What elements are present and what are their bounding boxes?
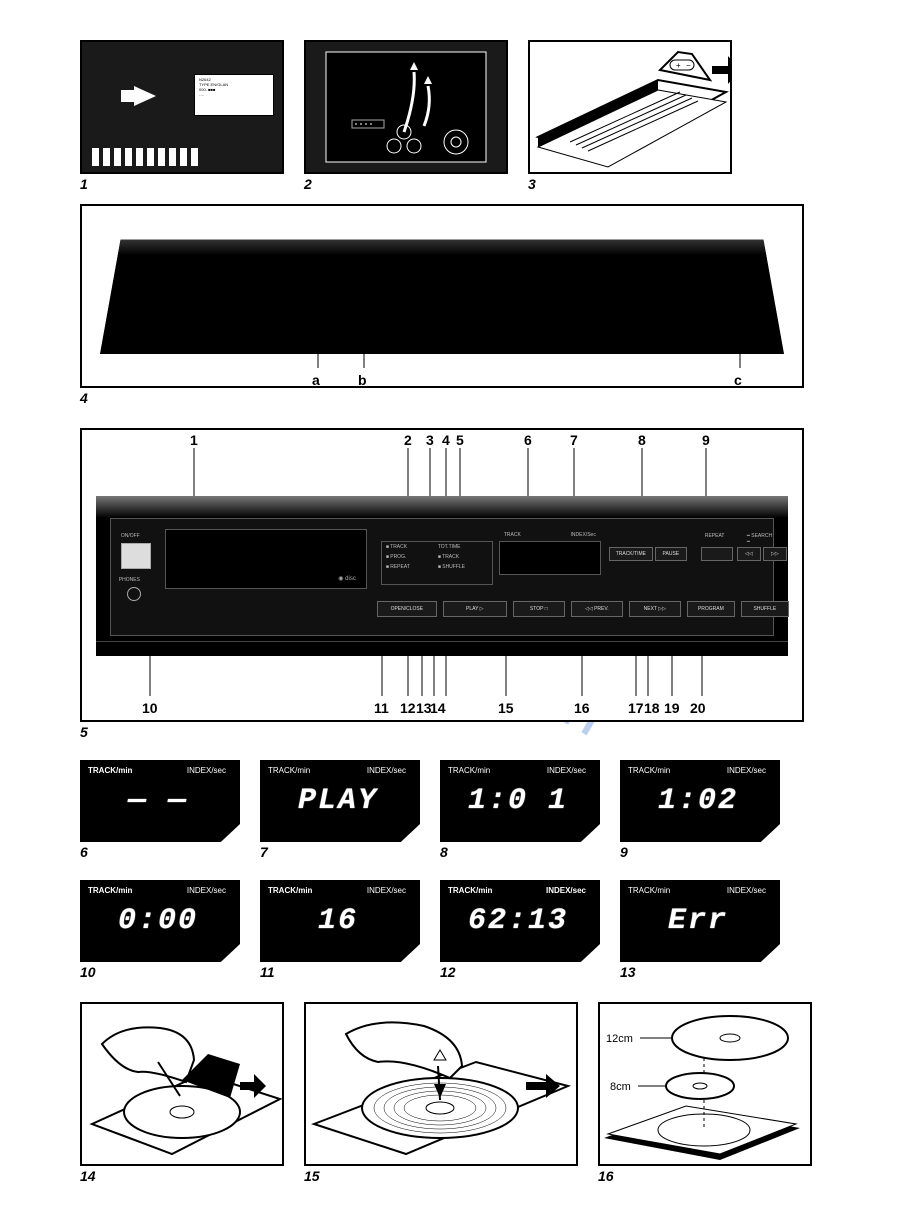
figure-number: 10 xyxy=(80,964,96,980)
figure-number: 16 xyxy=(598,1168,614,1184)
figure-12-display: TRACK/min INDEX/sec 62:13 xyxy=(440,880,600,962)
figure-8-display: TRACK/min INDEX/sec 1:0 1 xyxy=(440,760,600,842)
search-back-button[interactable]: ◁◁ xyxy=(737,547,761,561)
stop-button[interactable]: STOP □ xyxy=(513,601,565,617)
figure-5-front-view: 1 2 3 4 5 6 7 8 9 xyxy=(80,428,804,722)
callout-7: 7 xyxy=(570,432,578,448)
next-button[interactable]: NEXT ▷▷ xyxy=(629,601,681,617)
shuffle-button[interactable]: SHUFFLE xyxy=(741,601,789,617)
figure-10-display: TRACK/min INDEX/sec 0:00 xyxy=(80,880,240,962)
callout-20: 20 xyxy=(690,700,706,716)
row-2: RC5IN/OUT OUTL R xyxy=(80,204,838,388)
figure-7-display: TRACK/min INDEX/sec PLAY xyxy=(260,760,420,842)
row-displays-1: TRACK/min INDEX/sec — — 6 TRACK/min INDE… xyxy=(80,760,838,842)
label-12cm: 12cm xyxy=(606,1033,633,1045)
callout-5: 5 xyxy=(456,432,464,448)
cd-drawer: ◉ disc xyxy=(165,529,367,589)
callout-12: 12 xyxy=(400,700,416,716)
callout-17: 17 xyxy=(628,700,644,716)
pause-button[interactable]: PAUSE xyxy=(655,547,687,561)
on-off-label: ON/OFF xyxy=(121,533,140,539)
figure-number: 5 xyxy=(80,724,88,740)
figure-number: 15 xyxy=(304,1168,320,1184)
callout-15: 15 xyxy=(498,700,514,716)
callout-16: 16 xyxy=(574,700,590,716)
figure-6-display: TRACK/min INDEX/sec — — xyxy=(80,760,240,842)
callout-19: 19 xyxy=(664,700,680,716)
search-fwd-button[interactable]: ▷▷ xyxy=(763,547,787,561)
phones-jack[interactable] xyxy=(127,587,141,601)
figure-number: 8 xyxy=(440,844,448,860)
figure-number: 13 xyxy=(620,964,636,980)
svg-text:−: − xyxy=(686,61,691,70)
display-value: PLAY xyxy=(266,784,410,818)
callout-14: 14 xyxy=(430,700,446,716)
figure-16: 12cm 8cm xyxy=(598,1002,812,1166)
arrow-icon xyxy=(134,86,156,106)
figure-number: 2 xyxy=(304,176,312,192)
display-value: 0:00 xyxy=(86,904,230,938)
front-display: TRACK INDEX/Sec xyxy=(499,541,601,575)
row-displays-2: TRACK/min INDEX/sec 0:00 10 TRACK/min IN… xyxy=(80,880,838,962)
display-value: — — xyxy=(86,784,230,818)
open-close-button[interactable]: OPEN/CLOSE xyxy=(377,601,437,617)
figure-4-rear-view: RC5IN/OUT OUTL R xyxy=(80,204,804,388)
figure-2 xyxy=(304,40,508,174)
callout-8: 8 xyxy=(638,432,646,448)
figure-number: 1 xyxy=(80,176,88,192)
callout-10: 10 xyxy=(142,700,158,716)
callout-4: 4 xyxy=(442,432,450,448)
callout-18: 18 xyxy=(644,700,660,716)
figure-14 xyxy=(80,1002,284,1166)
figure-3: +− xyxy=(528,40,732,174)
manual-page: manualslive.com N2642TYPE EN/GLAN000- ■■… xyxy=(0,0,918,1222)
play-button[interactable]: PLAY ▷ xyxy=(443,601,507,617)
figure-number: 12 xyxy=(440,964,456,980)
svg-text:+: + xyxy=(676,61,681,70)
callout-9: 9 xyxy=(702,432,710,448)
prev-button[interactable]: ◁◁ PREV. xyxy=(571,601,623,617)
label-8cm: 8cm xyxy=(610,1081,631,1093)
figure-number: 7 xyxy=(260,844,268,860)
vent-slots xyxy=(92,148,198,166)
callout-2: 2 xyxy=(404,432,412,448)
callout-11: 11 xyxy=(374,700,389,716)
figure-15 xyxy=(304,1002,578,1166)
row-6: 14 15 xyxy=(80,1002,838,1166)
figure-number: 6 xyxy=(80,844,88,860)
repeat-button[interactable] xyxy=(701,547,733,561)
figure-9-display: TRACK/min INDEX/sec 1:02 xyxy=(620,760,780,842)
display-value: 1:0 1 xyxy=(446,784,590,818)
figure-number: 14 xyxy=(80,1168,96,1184)
letter-a: a xyxy=(312,372,320,388)
indicator-block: ■ TRACK TOT.TIME ■ PROG. ■ TRACK ■ REPEA… xyxy=(381,541,493,585)
figure-13-display: TRACK/min INDEX/sec Err xyxy=(620,880,780,962)
letter-c: c xyxy=(734,372,742,388)
row-1: N2642TYPE EN/GLAN000- ■■■···· 1 xyxy=(80,40,838,174)
display-value: 1:02 xyxy=(626,784,770,818)
letter-b: b xyxy=(358,372,367,388)
figure-number: 11 xyxy=(260,964,275,980)
display-value: 16 xyxy=(266,904,410,938)
figure-11-display: TRACK/min INDEX/sec 16 xyxy=(260,880,420,962)
callout-6: 6 xyxy=(524,432,532,448)
power-button[interactable] xyxy=(121,543,151,569)
callout-1: 1 xyxy=(190,432,198,448)
phones-label: PHONES xyxy=(119,577,140,583)
figure-number: 9 xyxy=(620,844,628,860)
row-3: 1 2 3 4 5 6 7 8 9 xyxy=(80,428,838,722)
type-plate: N2642TYPE EN/GLAN000- ■■■···· xyxy=(194,74,274,116)
program-button[interactable]: PROGRAM xyxy=(687,601,735,617)
callout-3: 3 xyxy=(426,432,434,448)
figure-number: 3 xyxy=(528,176,536,192)
figure-1: N2642TYPE EN/GLAN000- ■■■···· xyxy=(80,40,284,174)
figure-number: 4 xyxy=(80,390,88,406)
display-value: 62:13 xyxy=(446,904,590,938)
display-value: Err xyxy=(626,904,770,938)
device-front: ON/OFF PHONES ◉ disc ■ TRACK TOT.TIME ■ … xyxy=(96,496,788,656)
track-time-button[interactable]: TRACK/TIME xyxy=(609,547,653,561)
